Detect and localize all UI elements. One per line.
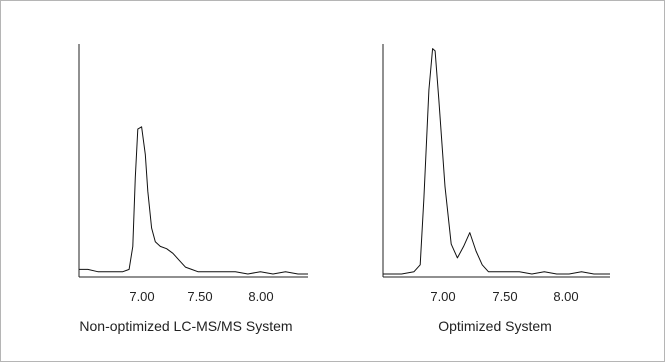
x-tick-label: 7.50 [492,289,517,304]
x-tick-label: 8.00 [248,289,273,304]
chart-caption: Non-optimized LC-MS/MS System [79,318,292,334]
chart-caption: Optimized System [438,318,552,334]
x-tick-label: 7.00 [129,289,154,304]
x-tick-label: 7.50 [187,289,212,304]
trace-optimized [383,48,610,275]
chart-optimized: 7.00 7.50 8.00 Optimized System [382,44,610,334]
trace-non-optimized [79,126,308,275]
x-tick-label: 8.00 [553,289,578,304]
x-tick-label: 7.00 [430,289,455,304]
chart-non-optimized: 7.00 7.50 8.00 Non-optimized LC-MS/MS Sy… [78,44,308,334]
